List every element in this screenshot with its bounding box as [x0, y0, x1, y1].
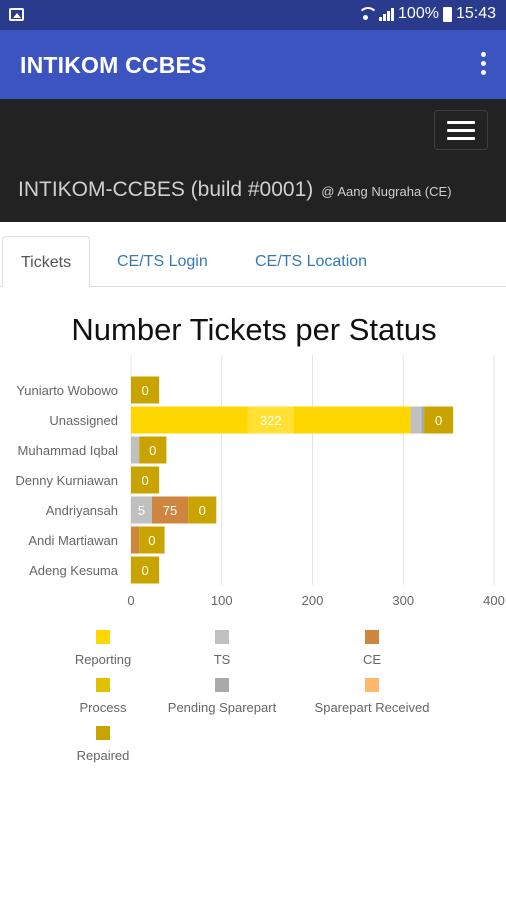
bar-segment[interactable]	[139, 436, 167, 464]
y-category-label: Muhammad Iqbal	[18, 443, 119, 458]
status-bar: 100% 15:43	[0, 0, 506, 30]
legend-swatch[interactable]	[96, 678, 110, 692]
legend-label[interactable]: Reporting	[75, 652, 131, 667]
legend-swatch[interactable]	[96, 630, 110, 644]
battery-icon	[442, 6, 452, 22]
brand: INTIKOM-CCBES (build #0001) @ Aang Nugrah…	[18, 178, 452, 202]
bar-value-label: 0	[148, 533, 155, 548]
bar-value-label: 75	[163, 503, 177, 518]
app-title: INTIKOM CCBES	[20, 52, 207, 78]
bar-segment[interactable]	[131, 526, 140, 554]
signal-icon	[379, 7, 395, 21]
y-category-label: Adeng Kesuma	[29, 563, 119, 578]
legend-label[interactable]: Repaired	[77, 748, 130, 763]
bar-segment[interactable]	[131, 436, 140, 464]
bar-value-label: 0	[435, 413, 442, 428]
brand-name: INTIKOM-CCBES (build #0001)	[18, 178, 314, 201]
y-axis-labels: Yuniarto Wobowo Unassigned Muhammad Iqbal D…	[15, 383, 118, 578]
gallery-icon	[9, 8, 24, 21]
legend-label[interactable]: CE	[363, 652, 381, 667]
bar-value-label: 0	[141, 383, 148, 398]
bar-value-label: 0	[141, 473, 148, 488]
bar-value-label: 0	[199, 503, 206, 518]
x-tick-label: 400	[483, 593, 505, 608]
menu-toggle-button[interactable]	[434, 110, 488, 150]
tab-tickets[interactable]: Tickets	[2, 236, 91, 287]
legend-swatch[interactable]	[215, 630, 229, 644]
battery-percent: 100%	[398, 5, 439, 22]
wifi-icon	[357, 7, 379, 21]
tab-ce-ts-location[interactable]: CE/TS Location	[255, 253, 368, 270]
y-category-label: Denny Kurniawan	[15, 473, 118, 488]
y-category-label: Yuniarto Wobowo	[16, 383, 118, 398]
bar-segment[interactable]	[131, 376, 160, 404]
tab-ce-ts-login[interactable]: CE/TS Login	[117, 253, 208, 270]
legend: Reporting TS CE Process Pending Sparepart Spa…	[75, 630, 430, 763]
app-bar: INTIKOM CCBES	[0, 30, 506, 99]
clock: 15:43	[455, 5, 496, 22]
y-category-label: Unassigned	[49, 413, 118, 428]
legend-label[interactable]: Sparepart Received	[315, 700, 430, 715]
bar-label-bg	[247, 406, 294, 434]
x-axis-ticks: 0 100 200 300 400	[127, 593, 504, 608]
bar-segment[interactable]	[131, 466, 160, 494]
chart-title: Number Tickets per Status	[71, 312, 436, 347]
bar-segment[interactable]	[151, 496, 189, 524]
bar-value-label: 322	[260, 413, 282, 428]
bar-segment[interactable]	[188, 496, 217, 524]
bar-segment[interactable]	[131, 496, 152, 524]
legend-label[interactable]: Process	[80, 700, 127, 715]
bar-value-label: 0	[141, 563, 148, 578]
legend-swatch[interactable]	[215, 678, 229, 692]
bar-segment[interactable]	[424, 406, 454, 434]
x-tick-label: 200	[302, 593, 324, 608]
legend-label[interactable]: TS	[214, 652, 231, 667]
more-options-icon[interactable]	[478, 52, 488, 78]
grid-lines	[130, 355, 495, 585]
bar-value-label: 0	[149, 443, 156, 458]
x-tick-label: 0	[127, 593, 134, 608]
y-category-label: Andi Martiawan	[28, 533, 118, 548]
navbar	[0, 99, 506, 222]
legend-swatch[interactable]	[365, 678, 379, 692]
y-category-label: Andriyansah	[46, 503, 118, 518]
current-user: @ Aang Nugraha (CE)	[321, 184, 452, 199]
bar-segment[interactable]	[139, 526, 165, 554]
bar-segment[interactable]	[410, 406, 422, 434]
bar-value-label: 5	[138, 503, 145, 518]
x-tick-label: 100	[211, 593, 233, 608]
x-tick-label: 300	[392, 593, 414, 608]
tabs-divider	[0, 286, 506, 287]
legend-label[interactable]: Pending Sparepart	[168, 700, 277, 715]
bar-segment[interactable]	[421, 406, 425, 434]
legend-swatch[interactable]	[365, 630, 379, 644]
bar-segment[interactable]	[131, 556, 160, 584]
legend-swatch[interactable]	[96, 726, 110, 740]
